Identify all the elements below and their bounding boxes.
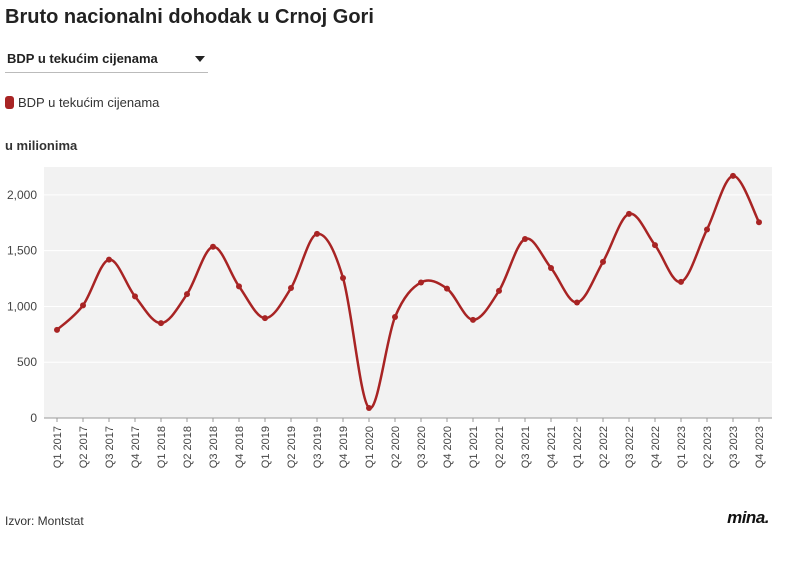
data-point (158, 320, 164, 327)
y-tick-label: 1,000 (7, 299, 37, 313)
x-tick-label: Q2 2022 (598, 426, 610, 468)
x-tick-label: Q2 2017 (78, 426, 90, 468)
x-tick-label: Q4 2017 (130, 426, 142, 468)
caret-down-icon (195, 56, 205, 62)
x-tick-label: Q3 2021 (520, 426, 532, 468)
x-tick-label: Q1 2019 (260, 426, 272, 468)
x-tick-label: Q4 2023 (754, 426, 766, 468)
data-point (444, 285, 450, 292)
chart-title: Bruto nacionalni dohodak u Crnoj Gori (5, 6, 374, 28)
x-tick-label: Q3 2020 (416, 426, 428, 468)
x-tick-label: Q1 2020 (364, 426, 376, 468)
data-point (470, 316, 476, 323)
x-tick-label: Q4 2019 (338, 426, 350, 468)
x-tick-label: Q3 2022 (624, 426, 636, 468)
data-point (54, 326, 60, 333)
data-point (106, 256, 112, 263)
x-tick-label: Q2 2018 (182, 426, 194, 468)
data-point (730, 172, 736, 179)
y-tick-label: 1,500 (7, 244, 37, 258)
data-point (132, 293, 138, 300)
data-point (626, 210, 632, 217)
data-point (392, 314, 398, 321)
x-tick-label: Q2 2021 (494, 426, 506, 468)
legend-label: BDP u tekućim cijenama (18, 95, 160, 110)
data-point (496, 287, 502, 294)
x-tick-label: Q3 2019 (312, 426, 324, 468)
data-point (548, 264, 554, 271)
y-tick-label: 2,000 (7, 188, 37, 202)
x-tick-label: Q1 2017 (52, 426, 64, 468)
data-point (236, 283, 242, 290)
x-tick-label: Q3 2023 (728, 426, 740, 468)
series-select-dropdown[interactable]: BDP u tekućim cijenama (5, 46, 208, 73)
data-point (704, 226, 710, 233)
x-tick-label: Q4 2021 (546, 426, 558, 468)
data-point (652, 242, 658, 249)
data-point (756, 219, 762, 226)
x-tick-label: Q1 2023 (676, 426, 688, 468)
mina-logo: mina. (727, 508, 769, 527)
x-tick-label: Q1 2021 (468, 426, 480, 468)
x-tick-label: Q1 2022 (572, 426, 584, 468)
data-point (574, 299, 580, 306)
y-axis-unit-label: u milionima (5, 138, 78, 153)
x-tick-label: Q2 2023 (702, 426, 714, 468)
series-select-value: BDP u tekućim cijenama (7, 51, 158, 66)
data-point (522, 235, 528, 242)
data-point (262, 315, 268, 322)
x-tick-label: Q3 2018 (208, 426, 220, 468)
data-point (210, 243, 216, 250)
x-tick-label: Q2 2020 (390, 426, 402, 468)
chart-legend: BDP u tekućim cijenama (5, 95, 159, 110)
x-tick-label: Q1 2018 (156, 426, 168, 468)
data-point (366, 404, 372, 411)
legend-swatch (5, 96, 14, 109)
y-tick-label: 0 (30, 411, 37, 425)
x-tick-label: Q2 2019 (286, 426, 298, 468)
data-point (288, 285, 294, 292)
data-point (314, 230, 320, 237)
data-point (600, 258, 606, 265)
data-point (678, 278, 684, 285)
data-point (418, 279, 424, 286)
source-note: Izvor: Montstat (5, 514, 84, 528)
series-line (56, 174, 761, 410)
x-tick-label: Q3 2017 (104, 426, 116, 468)
x-tick-label: Q4 2022 (650, 426, 662, 468)
y-tick-label: 500 (17, 355, 37, 369)
x-tick-label: Q4 2018 (234, 426, 246, 468)
x-tick-label: Q4 2020 (442, 426, 454, 468)
data-point (340, 274, 346, 281)
data-point (184, 291, 190, 298)
data-point (80, 302, 86, 309)
